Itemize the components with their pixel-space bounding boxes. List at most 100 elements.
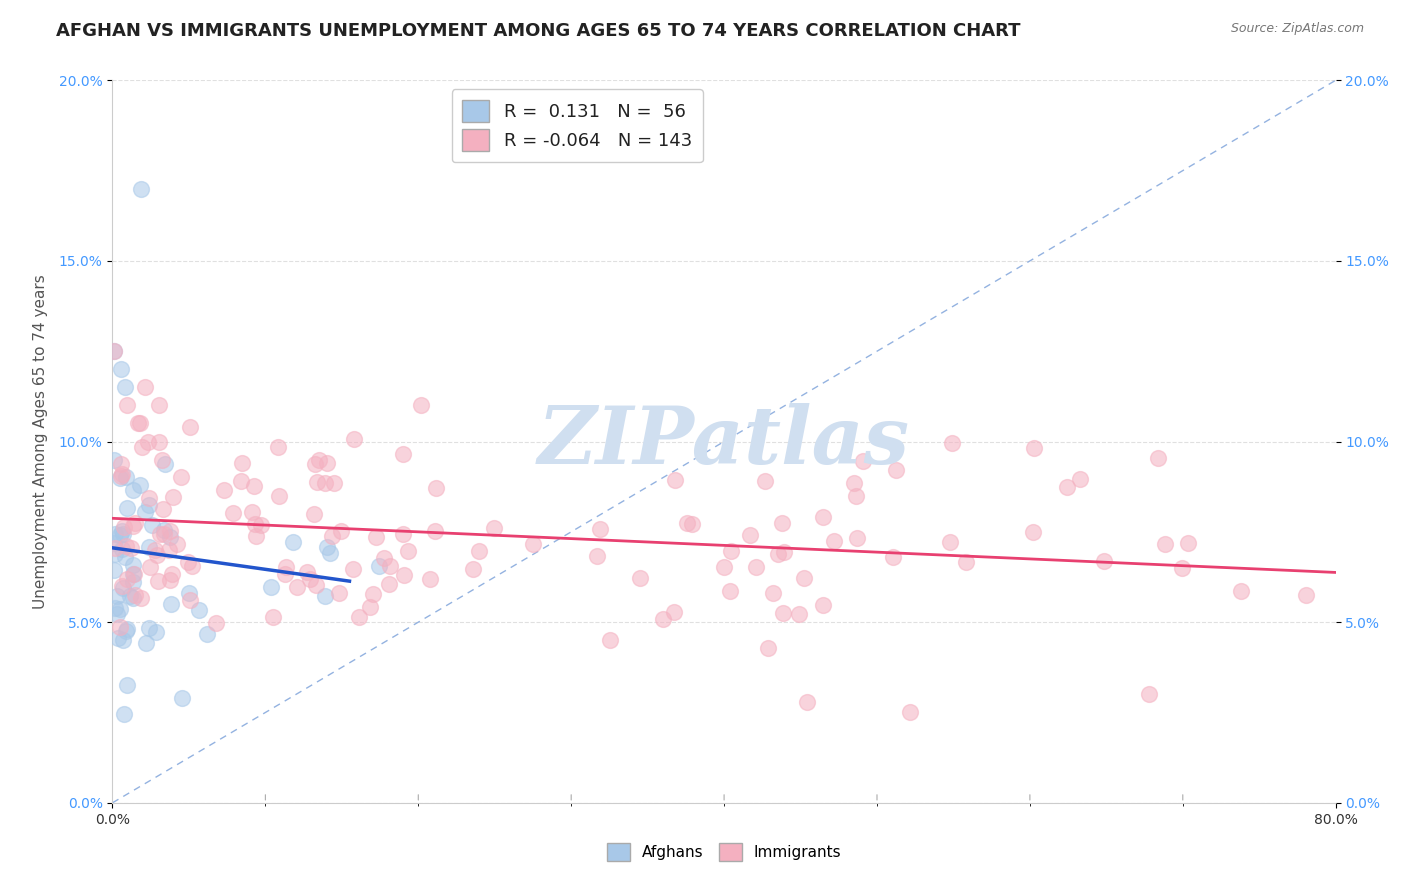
Point (153, 527, 176, 541)
Point (122, 591, 145, 605)
Point (664, 473, 686, 487)
Point (844, 475, 866, 490)
Point (955, 555, 977, 569)
Point (939, 535, 962, 549)
Point (146, 574, 169, 589)
Point (316, 541, 339, 555)
Point (900, 706, 922, 720)
Point (145, 548, 167, 562)
Point (103, 344, 125, 359)
Point (599, 633, 621, 648)
Point (295, 565, 318, 579)
Y-axis label: Unemployment Among Ages 65 to 74 years: Unemployment Among Ages 65 to 74 years (32, 274, 48, 609)
Point (242, 479, 264, 493)
Point (121, 558, 143, 572)
Point (131, 440, 153, 454)
Point (157, 542, 180, 557)
Point (172, 690, 194, 705)
Point (738, 528, 761, 542)
Point (364, 530, 387, 544)
Point (392, 447, 415, 461)
Point (179, 593, 201, 607)
Point (105, 607, 128, 622)
Point (302, 507, 325, 521)
Point (316, 456, 339, 470)
Point (269, 489, 291, 503)
Point (245, 529, 267, 543)
Point (122, 567, 145, 582)
Point (115, 572, 138, 586)
Point (342, 562, 364, 576)
Text: ZIPatlas: ZIPatlas (538, 403, 910, 480)
Point (179, 419, 201, 434)
Point (111, 579, 134, 593)
Point (273, 566, 295, 581)
Point (124, 516, 146, 530)
Point (111, 632, 134, 647)
Point (134, 504, 156, 518)
Point (314, 475, 336, 490)
Point (1170, 561, 1192, 575)
Point (305, 578, 328, 592)
Point (115, 624, 138, 638)
Point (243, 516, 266, 531)
Point (652, 613, 675, 627)
Point (104, 526, 127, 541)
Point (250, 517, 273, 532)
Point (138, 559, 160, 574)
Point (120, 541, 142, 555)
Point (628, 571, 651, 585)
Point (1229, 584, 1251, 599)
Point (1021, 525, 1043, 540)
Point (138, 499, 160, 513)
Text: Source: ZipAtlas.com: Source: ZipAtlas.com (1230, 22, 1364, 36)
Point (166, 537, 188, 551)
Point (796, 695, 818, 709)
Point (811, 509, 834, 524)
Point (1147, 450, 1170, 465)
Point (718, 583, 741, 598)
Point (845, 489, 868, 503)
Point (114, 520, 136, 534)
Point (159, 524, 181, 538)
Point (463, 562, 485, 576)
Point (846, 531, 869, 545)
Point (589, 522, 612, 536)
Point (121, 574, 143, 589)
Point (145, 624, 167, 639)
Point (108, 620, 131, 634)
Point (212, 483, 235, 497)
Point (204, 615, 226, 630)
Point (112, 706, 135, 721)
Point (482, 521, 505, 535)
Point (152, 502, 174, 516)
Point (852, 454, 875, 468)
Point (522, 537, 544, 551)
Point (120, 589, 142, 603)
Point (793, 572, 815, 586)
Point (754, 474, 776, 488)
Point (267, 440, 290, 454)
Point (882, 549, 904, 564)
Point (1056, 480, 1078, 494)
Point (162, 490, 184, 504)
Point (141, 517, 163, 532)
Point (308, 453, 330, 467)
Point (367, 559, 389, 574)
Point (124, 588, 146, 602)
Point (135, 636, 157, 650)
Point (111, 467, 134, 482)
Point (391, 526, 413, 541)
Point (115, 470, 138, 484)
Point (136, 434, 159, 449)
Point (262, 610, 284, 624)
Point (713, 560, 735, 574)
Point (143, 542, 166, 557)
Point (115, 500, 138, 515)
Point (419, 572, 441, 586)
Point (129, 478, 152, 492)
Point (813, 599, 835, 613)
Point (155, 457, 177, 471)
Point (159, 530, 181, 544)
Point (1154, 537, 1177, 551)
